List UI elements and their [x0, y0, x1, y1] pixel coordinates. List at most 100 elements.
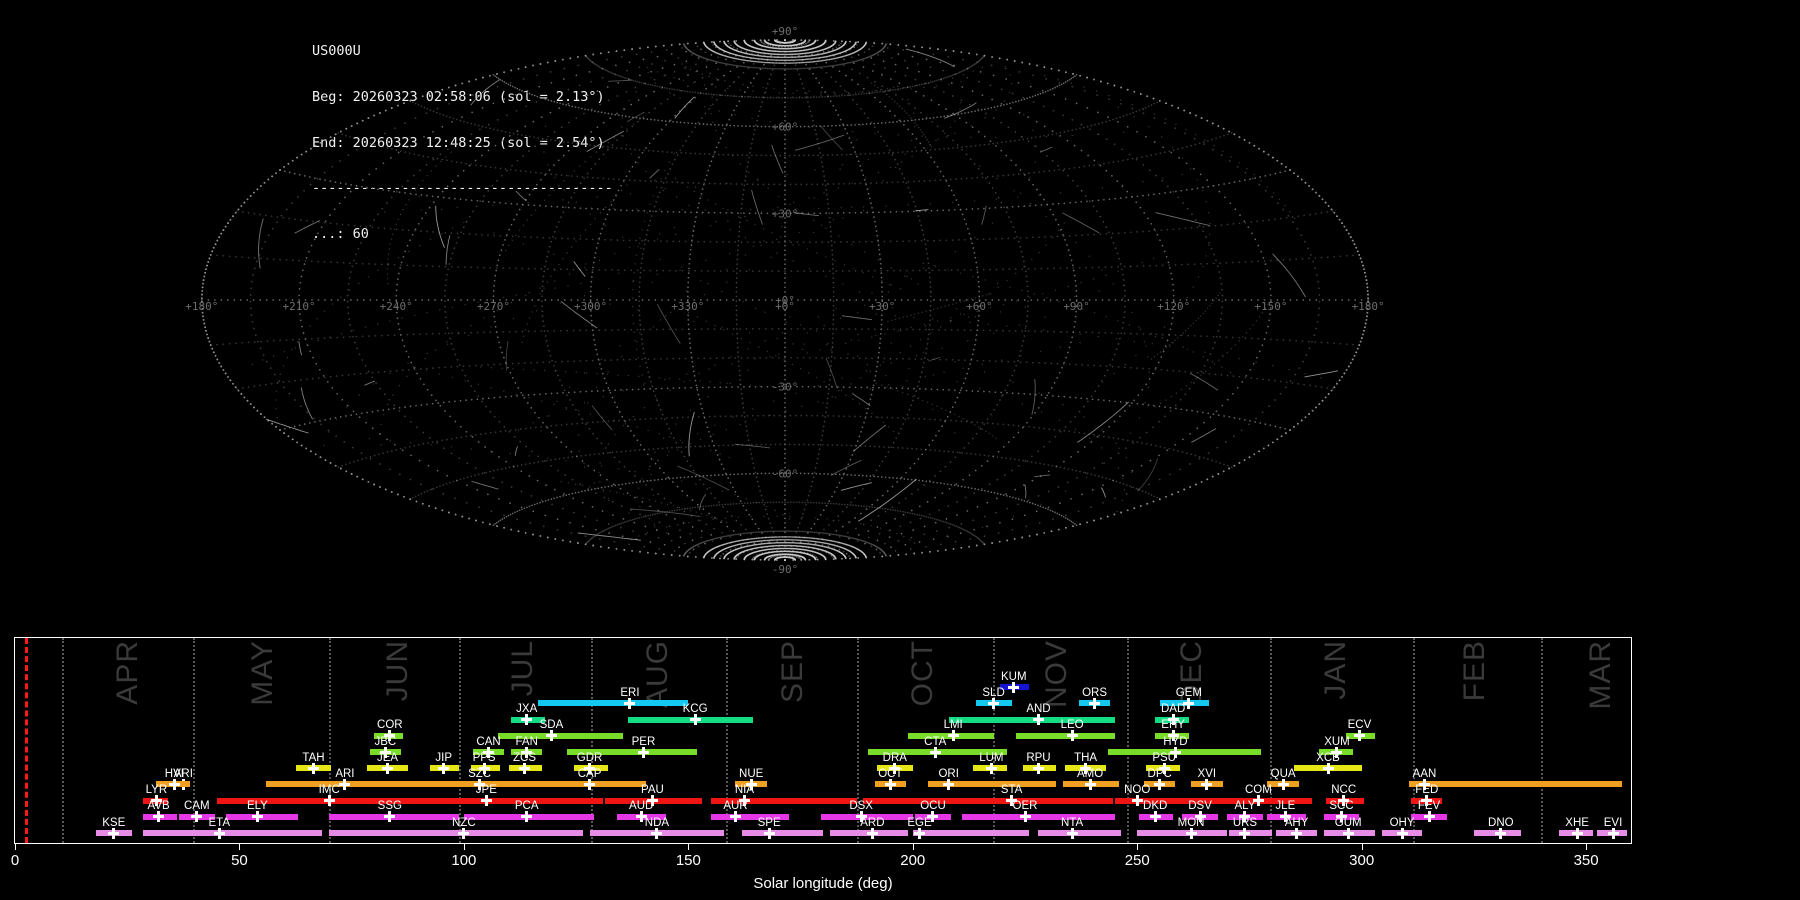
- shower-peak-marker[interactable]: [153, 811, 165, 823]
- shower-activity-bar[interactable]: [1114, 797, 1205, 804]
- shower-activity-timeline[interactable]: APR MAY JUN JUL AUG SEP OCT NOV DEC JAN FEB MAR KUM E…: [14, 637, 1632, 844]
- shower-activity-bar[interactable]: [1016, 732, 1115, 739]
- shower-peak-marker[interactable]: [884, 778, 896, 790]
- shower-peak-marker[interactable]: [1154, 778, 1166, 790]
- shower-activity-bar[interactable]: [142, 830, 323, 836]
- shower-peak-marker[interactable]: [729, 811, 741, 823]
- shower-peak-marker[interactable]: [480, 795, 492, 807]
- shower-peak-marker[interactable]: [438, 762, 450, 774]
- shower-peak-marker[interactable]: [150, 795, 162, 807]
- shower-peak-marker[interactable]: [763, 827, 775, 839]
- shower-peak-marker[interactable]: [855, 811, 867, 823]
- shower-peak-marker[interactable]: [927, 811, 939, 823]
- shower-peak-marker[interactable]: [1396, 827, 1408, 839]
- shower-peak-marker[interactable]: [1194, 811, 1206, 823]
- shower-peak-marker[interactable]: [745, 778, 757, 790]
- shower-activity-bar[interactable]: [463, 797, 604, 804]
- shower-activity-bar[interactable]: [217, 797, 464, 804]
- shower-peak-marker[interactable]: [521, 811, 533, 823]
- shower-activity-bar[interactable]: [710, 797, 857, 804]
- shower-peak-marker[interactable]: [521, 746, 533, 758]
- shower-activity-bar[interactable]: [948, 716, 1115, 723]
- shower-peak-marker[interactable]: [738, 795, 750, 807]
- shower-peak-marker[interactable]: [213, 827, 225, 839]
- shower-peak-marker[interactable]: [646, 795, 658, 807]
- shower-peak-marker[interactable]: [1239, 827, 1251, 839]
- shower-peak-marker[interactable]: [1089, 697, 1101, 709]
- shower-peak-marker[interactable]: [1158, 762, 1170, 774]
- shower-activity-bar[interactable]: [1408, 781, 1623, 788]
- shower-peak-marker[interactable]: [308, 762, 319, 774]
- shower-activity-bar[interactable]: [928, 781, 1057, 788]
- shower-peak-marker[interactable]: [1167, 714, 1179, 726]
- shower-peak-marker[interactable]: [866, 827, 878, 839]
- shower-peak-marker[interactable]: [1338, 795, 1350, 807]
- shower-activity-bar[interactable]: [329, 830, 583, 836]
- shower-peak-marker[interactable]: [1607, 827, 1619, 839]
- shower-peak-marker[interactable]: [384, 811, 396, 823]
- shower-peak-marker[interactable]: [545, 730, 557, 742]
- shower-peak-marker[interactable]: [518, 762, 530, 774]
- shower-activity-bar[interactable]: [266, 781, 532, 788]
- shower-peak-marker[interactable]: [1252, 795, 1264, 807]
- shower-peak-marker[interactable]: [584, 778, 596, 790]
- shower-activity-bar[interactable]: [1108, 749, 1261, 755]
- shower-peak-marker[interactable]: [1421, 795, 1433, 807]
- shower-peak-marker[interactable]: [985, 762, 997, 774]
- shower-peak-marker[interactable]: [1322, 762, 1334, 774]
- shower-peak-marker[interactable]: [1080, 762, 1092, 774]
- shower-peak-marker[interactable]: [1571, 827, 1583, 839]
- shower-peak-marker[interactable]: [379, 746, 391, 758]
- shower-peak-marker[interactable]: [251, 811, 263, 823]
- shower-peak-marker[interactable]: [323, 795, 335, 807]
- shower-peak-marker[interactable]: [339, 778, 351, 790]
- shower-peak-marker[interactable]: [947, 730, 959, 742]
- shower-peak-marker[interactable]: [943, 778, 955, 790]
- shower-peak-marker[interactable]: [1291, 827, 1303, 839]
- shower-peak-marker[interactable]: [1169, 746, 1181, 758]
- shower-activity-bar[interactable]: [537, 700, 689, 707]
- shower-peak-marker[interactable]: [1066, 827, 1078, 839]
- shower-activity-bar[interactable]: [912, 830, 1030, 836]
- shower-activity-bar[interactable]: [962, 813, 1115, 820]
- shower-peak-marker[interactable]: [191, 811, 203, 823]
- shower-peak-marker[interactable]: [1277, 778, 1289, 790]
- shower-peak-marker[interactable]: [1084, 778, 1096, 790]
- shower-peak-marker[interactable]: [1423, 811, 1435, 823]
- shower-peak-marker[interactable]: [1167, 730, 1179, 742]
- shower-peak-marker[interactable]: [1342, 827, 1354, 839]
- shower-activity-bar[interactable]: [1229, 830, 1272, 836]
- shower-peak-marker[interactable]: [1331, 746, 1343, 758]
- shower-peak-marker[interactable]: [483, 746, 495, 758]
- shower-peak-marker[interactable]: [474, 778, 486, 790]
- shower-peak-marker[interactable]: [889, 762, 901, 774]
- shower-peak-marker[interactable]: [1495, 827, 1507, 839]
- shower-activity-bar[interactable]: [820, 813, 913, 820]
- shower-peak-marker[interactable]: [478, 762, 490, 774]
- shower-activity-bar[interactable]: [1038, 830, 1122, 836]
- shower-peak-marker[interactable]: [1149, 811, 1161, 823]
- shower-peak-marker[interactable]: [1032, 762, 1044, 774]
- shower-peak-marker[interactable]: [929, 746, 941, 758]
- shower-peak-marker[interactable]: [1183, 697, 1195, 709]
- shower-peak-marker[interactable]: [1279, 811, 1291, 823]
- shower-peak-marker[interactable]: [1008, 681, 1020, 693]
- shower-peak-marker[interactable]: [651, 827, 663, 839]
- shower-peak-marker[interactable]: [108, 827, 120, 839]
- shower-peak-marker[interactable]: [1066, 730, 1078, 742]
- shower-activity-bar[interactable]: [567, 749, 698, 755]
- shower-peak-marker[interactable]: [458, 827, 470, 839]
- shower-peak-marker[interactable]: [382, 762, 394, 774]
- shower-peak-marker[interactable]: [1006, 795, 1018, 807]
- shower-activity-bar[interactable]: [863, 797, 1113, 804]
- shower-peak-marker[interactable]: [689, 714, 701, 726]
- shower-peak-marker[interactable]: [1335, 811, 1347, 823]
- shower-peak-marker[interactable]: [624, 697, 636, 709]
- shower-peak-marker[interactable]: [584, 762, 596, 774]
- shower-peak-marker[interactable]: [637, 746, 649, 758]
- shower-activity-bar[interactable]: [742, 830, 823, 836]
- shower-peak-marker[interactable]: [1032, 714, 1044, 726]
- shower-peak-marker[interactable]: [521, 714, 533, 726]
- shower-peak-marker[interactable]: [988, 697, 1000, 709]
- shower-activity-bar[interactable]: [506, 781, 646, 788]
